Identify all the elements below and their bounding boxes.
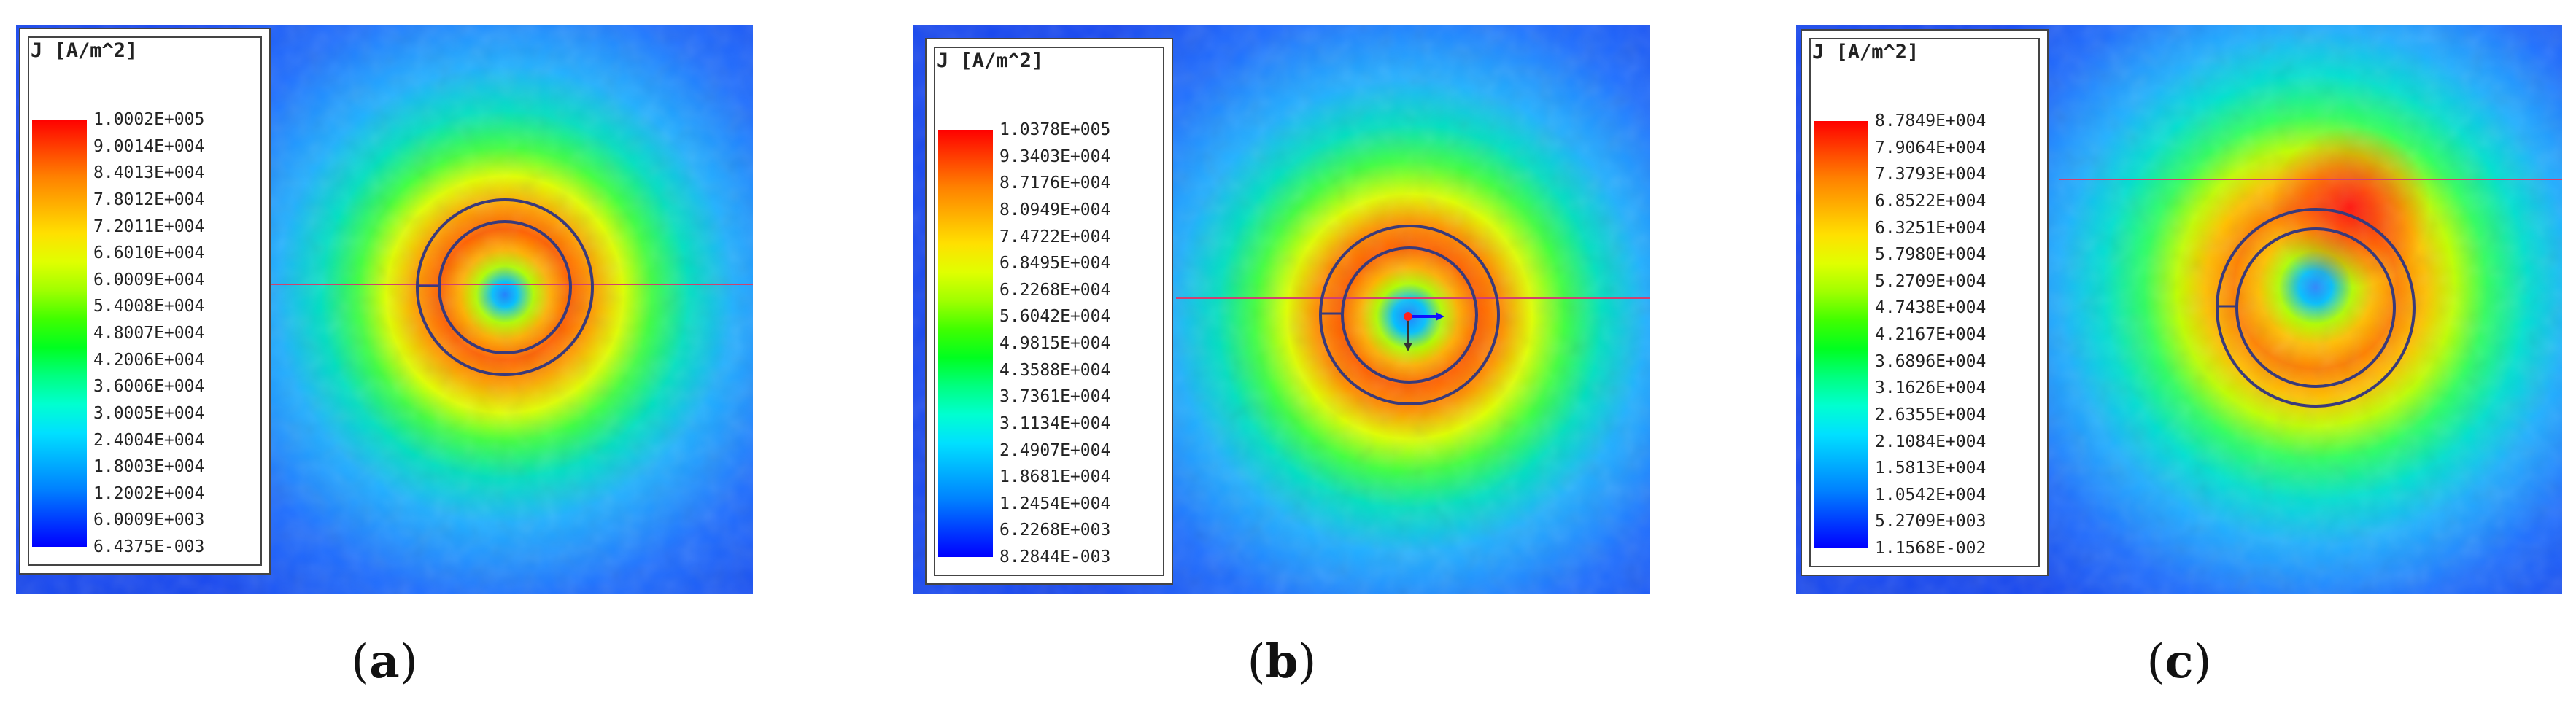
color-bar [938, 130, 993, 557]
legend-tick: 6.8495E+004 [999, 254, 1111, 273]
caption-b: (b) [1247, 634, 1317, 689]
legend-tick: 3.6896E+004 [1875, 351, 1987, 371]
legend-title: J [A/m^2] [937, 50, 1044, 72]
legend-tick: 2.4907E+004 [999, 440, 1111, 460]
legend-tick: 4.2006E+004 [93, 350, 205, 370]
legend-tick: 5.4008E+004 [93, 297, 205, 316]
legend-tick: 5.2709E+003 [1875, 512, 1987, 532]
legend-tick: 7.2011E+004 [93, 217, 205, 236]
legend-tick: 6.6010E+004 [93, 244, 205, 263]
legend-tick: 8.0949E+004 [999, 200, 1111, 219]
legend-tick: 8.7849E+004 [1875, 112, 1987, 131]
coil-inner-ring [2235, 227, 2396, 388]
tick-list: 8.7849E+004 7.9064E+004 7.3793E+004 6.8522E… [1875, 112, 2041, 557]
legend-tick: 1.0378E+005 [999, 120, 1111, 139]
legend-tick: 3.1134E+004 [999, 413, 1111, 433]
legend-tick: 4.7438E+004 [1875, 298, 1987, 318]
color-legend-a: J [A/m^2] 1.0002E+005 9.0014E+004 8.4013E+… [19, 28, 271, 575]
legend-tick: 7.8012E+004 [93, 190, 205, 209]
caption-letter: a [369, 634, 400, 689]
caption-a: (a) [351, 634, 418, 689]
legend-tick: 7.9064E+004 [1875, 138, 1987, 157]
legend-tick: 5.2709E+004 [1875, 271, 1987, 291]
legend-tick: 9.3403E+004 [999, 147, 1111, 166]
legend-tick: 1.1568E-002 [1875, 539, 1987, 558]
legend-tick: 1.8003E+004 [93, 457, 205, 477]
coil-outer-ring [1319, 225, 1500, 405]
legend-tick: 1.8681E+004 [999, 467, 1111, 487]
legend-tick: 8.7176E+004 [999, 174, 1111, 193]
legend-tick: 7.3793E+004 [1875, 165, 1987, 184]
legend-tick: 2.1084E+004 [1875, 432, 1987, 451]
legend-tick: 1.5813E+004 [1875, 459, 1987, 478]
legend-tick: 6.0009E+003 [93, 510, 205, 530]
caption-letter: c [2165, 634, 2194, 689]
legend-tick: 6.4375E-003 [93, 537, 205, 556]
panel-c: J [A/m^2] 8.7849E+004 7.9064E+004 7.3793E+… [1796, 25, 2562, 594]
legend-tick: 4.8007E+004 [93, 324, 205, 343]
coil-outer-ring [2216, 208, 2416, 408]
legend-tick: 8.2844E-003 [999, 548, 1111, 567]
panel-b: J [A/m^2] 1.0378E+005 9.3403E+004 8.7176E+… [913, 25, 1650, 594]
color-bar [1814, 121, 1868, 548]
legend-tick: 1.0542E+004 [1875, 485, 1987, 505]
color-legend-b: J [A/m^2] 1.0378E+005 9.3403E+004 8.7176E+… [925, 38, 1173, 585]
legend-tick: 3.0005E+004 [93, 403, 205, 423]
legend-tick: 4.3588E+004 [999, 360, 1111, 380]
coil-outer-ring [416, 198, 594, 376]
caption-letter: b [1265, 634, 1299, 689]
axis-triad [1404, 312, 1444, 351]
coil-inner-ring [1341, 246, 1478, 384]
legend-tick: 6.3251E+004 [1875, 218, 1987, 238]
legend-tick: 3.7361E+004 [999, 387, 1111, 407]
legend-title: J [A/m^2] [1812, 41, 1919, 63]
legend-tick: 9.0014E+004 [93, 136, 205, 156]
legend-tick: 1.0002E+005 [93, 110, 205, 129]
legend-tick: 4.9815E+004 [999, 334, 1111, 353]
legend-tick: 2.4004E+004 [93, 430, 205, 450]
legend-tick: 2.6355E+004 [1875, 405, 1987, 424]
legend-tick: 6.0009E+004 [93, 270, 205, 289]
legend-tick: 7.4722E+004 [999, 227, 1111, 246]
legend-tick: 1.2002E+004 [93, 483, 205, 503]
color-legend-c: J [A/m^2] 8.7849E+004 7.9064E+004 7.3793E+… [1801, 29, 2049, 576]
legend-tick: 1.2454E+004 [999, 494, 1111, 513]
coil-inner-ring [438, 220, 572, 354]
legend-tick: 6.2268E+003 [999, 521, 1111, 540]
tick-list: 1.0002E+005 9.0014E+004 8.4013E+004 7.8012E… [93, 111, 263, 556]
legend-tick: 5.6042E+004 [999, 307, 1111, 327]
legend-tick: 3.1626E+004 [1875, 378, 1987, 398]
caption-c: (c) [2146, 634, 2212, 689]
tick-list: 1.0378E+005 9.3403E+004 8.7176E+004 8.0949E… [999, 121, 1166, 566]
legend-tick: 5.7980E+004 [1875, 245, 1987, 265]
panel-a: J [A/m^2] 1.0002E+005 9.0014E+004 8.4013E+… [16, 25, 753, 594]
legend-tick: 4.2167E+004 [1875, 325, 1987, 344]
legend-tick: 6.8522E+004 [1875, 191, 1987, 211]
legend-title: J [A/m^2] [31, 39, 138, 62]
legend-tick: 6.2268E+004 [999, 280, 1111, 300]
color-bar [32, 120, 87, 547]
legend-tick: 8.4013E+004 [93, 163, 205, 183]
legend-tick: 3.6006E+004 [93, 377, 205, 397]
